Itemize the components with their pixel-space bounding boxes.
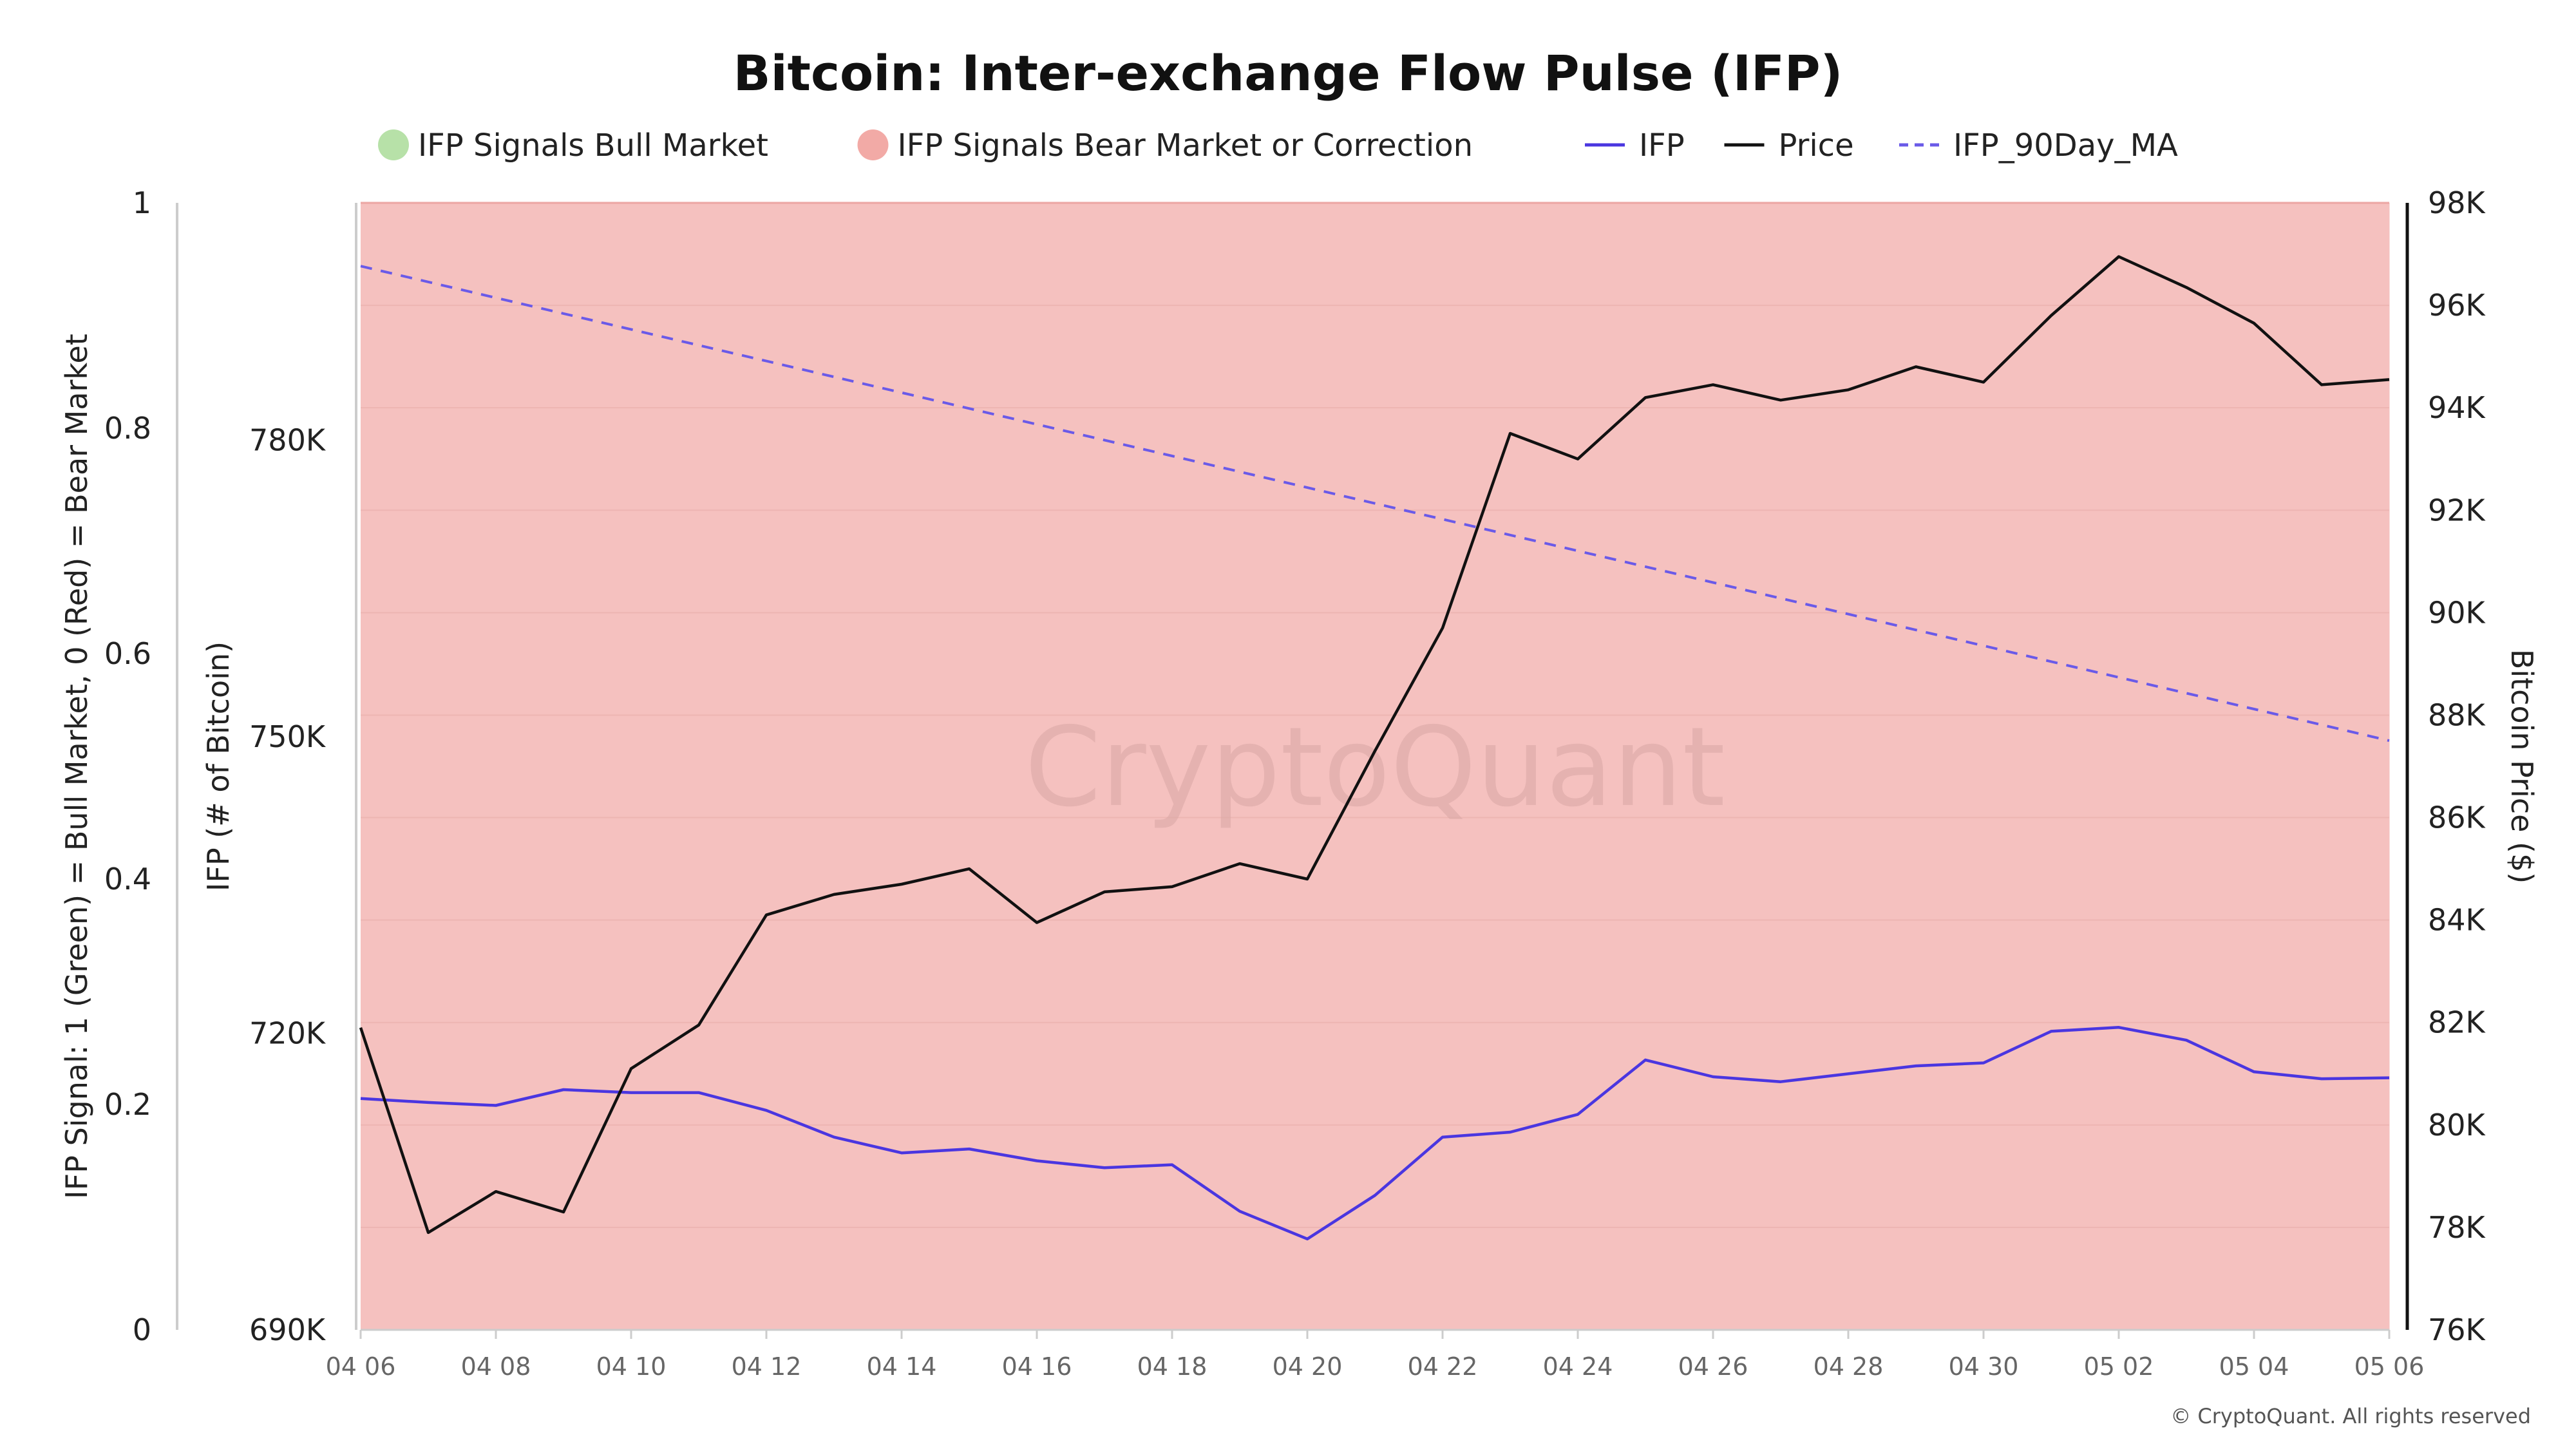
x-tick-label: 04 28 bbox=[1814, 1352, 1884, 1381]
signal-band bbox=[834, 203, 902, 1330]
price-tick-label: 92K bbox=[2428, 493, 2486, 527]
signal-band bbox=[1307, 203, 1376, 1330]
price-tick-label: 88K bbox=[2428, 697, 2486, 732]
price-line bbox=[359, 255, 2390, 1235]
legend-label: IFP_90Day_MA bbox=[1953, 128, 2178, 164]
signal-band bbox=[496, 203, 564, 1330]
copyright-text: © CryptoQuant. All rights reserved bbox=[2170, 1404, 2531, 1428]
price-tick-label: 80K bbox=[2428, 1108, 2486, 1142]
signal-band bbox=[1375, 203, 1443, 1330]
ifp-tick-label: 690K bbox=[249, 1312, 327, 1347]
price-axis-title: Bitcoin Price ($) bbox=[2505, 649, 2539, 884]
x-tick-label: 04 30 bbox=[1949, 1352, 2019, 1381]
signal-band bbox=[699, 203, 767, 1330]
legend-item: IFP_90Day_MA bbox=[1899, 128, 2178, 164]
signal-band bbox=[1984, 203, 2052, 1330]
signal-tick-label: 0 bbox=[133, 1312, 151, 1347]
legend-item: IFP Signals Bull Market bbox=[378, 128, 768, 164]
price-tick-label: 82K bbox=[2428, 1005, 2486, 1040]
signal-tick-label: 0.2 bbox=[104, 1087, 151, 1122]
signal-tick-label: 1 bbox=[133, 185, 151, 220]
legend-dot-icon bbox=[378, 129, 409, 160]
legend-dot-icon bbox=[857, 129, 889, 160]
x-tick-label: 04 22 bbox=[1408, 1352, 1478, 1381]
signal-band bbox=[1510, 203, 1578, 1330]
signal-band bbox=[1104, 203, 1173, 1330]
signal-band bbox=[1443, 203, 1511, 1330]
signal-band bbox=[1037, 203, 1105, 1330]
signal-band bbox=[766, 203, 835, 1330]
price-tick-label: 90K bbox=[2428, 595, 2486, 630]
signal-band bbox=[2254, 203, 2322, 1330]
x-tick-label: 04 18 bbox=[1137, 1352, 1208, 1381]
signal-band bbox=[1781, 203, 1849, 1330]
x-tick-label: 05 06 bbox=[2354, 1352, 2425, 1381]
signal-axis-title: IFP Signal: 1 (Green) = Bull Market, 0 (… bbox=[59, 334, 94, 1199]
legend-item: IFP bbox=[1585, 128, 1685, 164]
legend-item: IFP Signals Bear Market or Correction bbox=[857, 128, 1473, 164]
ifp-tick-label: 750K bbox=[249, 719, 327, 754]
x-tick-label: 04 14 bbox=[867, 1352, 937, 1381]
signal-band bbox=[1916, 203, 1984, 1330]
x-tick-label: 05 04 bbox=[2219, 1352, 2289, 1381]
price-tick-label: 78K bbox=[2428, 1210, 2486, 1245]
signal-band bbox=[2051, 203, 2119, 1330]
signal-band bbox=[1848, 203, 1917, 1330]
ifp-line bbox=[360, 1026, 2390, 1241]
x-tick-label: 04 26 bbox=[1678, 1352, 1748, 1381]
legend-label: IFP bbox=[1639, 128, 1685, 164]
x-tick-label: 04 08 bbox=[461, 1352, 531, 1381]
legend-item: Price bbox=[1724, 128, 1854, 164]
signal-band bbox=[2322, 203, 2390, 1330]
price-tick-label: 98K bbox=[2428, 185, 2486, 220]
signal-band bbox=[361, 203, 429, 1330]
signal-band bbox=[1240, 203, 1308, 1330]
axes: 0 0.2 0.4 0.6 0.8 1 IFP Signal: 1 (Green) = Bu… bbox=[59, 185, 2539, 1381]
signal-band bbox=[1172, 203, 1240, 1330]
signal-band bbox=[2119, 203, 2187, 1330]
signal-bands bbox=[361, 202, 2390, 1330]
signal-band bbox=[2186, 203, 2255, 1330]
x-tick-label: 04 16 bbox=[1002, 1352, 1072, 1381]
price-tick-label: 94K bbox=[2428, 390, 2486, 425]
x-tick-label: 04 20 bbox=[1273, 1352, 1343, 1381]
signal-tick-label: 0.4 bbox=[104, 862, 151, 896]
signal-band bbox=[902, 203, 970, 1330]
price-tick-label: 86K bbox=[2428, 800, 2486, 835]
ifp-90day-ma-line bbox=[360, 265, 2390, 743]
x-tick-label: 05 02 bbox=[2084, 1352, 2154, 1381]
signal-band bbox=[428, 203, 497, 1330]
price-tick-label: 96K bbox=[2428, 288, 2486, 323]
price-tick-label: 84K bbox=[2428, 903, 2486, 938]
legend: IFP Signals Bull Market IFP Signals Bear … bbox=[378, 128, 2178, 164]
ifp-tick-label: 780K bbox=[249, 422, 327, 457]
signal-tick-label: 0.6 bbox=[104, 636, 151, 671]
watermark: CryptoQuant bbox=[1025, 704, 1725, 831]
x-tick-label: 04 12 bbox=[732, 1352, 802, 1381]
ifp-axis-title: IFP (# of Bitcoin) bbox=[201, 641, 236, 891]
signal-band bbox=[564, 203, 632, 1330]
ifp-tick-label: 720K bbox=[249, 1016, 327, 1050]
signal-band bbox=[1578, 203, 1646, 1330]
signal-band bbox=[969, 203, 1037, 1330]
legend-label: IFP Signals Bull Market bbox=[418, 128, 768, 164]
x-tick-label: 04 10 bbox=[596, 1352, 667, 1381]
signal-band bbox=[631, 203, 699, 1330]
x-tick-label: 04 24 bbox=[1543, 1352, 1613, 1381]
legend-label: IFP Signals Bear Market or Correction bbox=[898, 128, 1473, 164]
chart-title: Bitcoin: Inter-exchange Flow Pulse (IFP) bbox=[734, 44, 1843, 102]
series-layer bbox=[359, 255, 2390, 1241]
signal-band bbox=[1713, 203, 1781, 1330]
price-tick-label: 76K bbox=[2428, 1312, 2486, 1347]
legend-label: Price bbox=[1779, 128, 1854, 164]
x-tick-label: 04 06 bbox=[326, 1352, 396, 1381]
signal-tick-label: 0.8 bbox=[104, 411, 151, 446]
